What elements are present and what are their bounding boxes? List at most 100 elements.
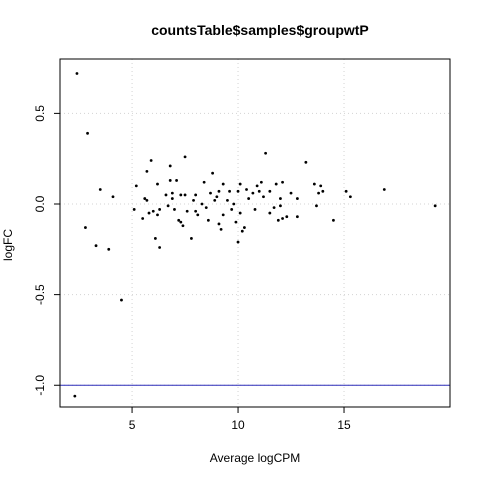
data-point-67 — [245, 188, 248, 191]
data-point-94 — [321, 189, 325, 193]
data-point-8 — [120, 298, 123, 302]
data-point-10 — [134, 184, 138, 188]
data-point-95 — [332, 218, 335, 222]
data-point-54 — [221, 182, 225, 186]
data-point-12 — [143, 197, 147, 200]
data-point-15 — [147, 211, 151, 215]
y-tick-label-0: -1.0 — [33, 375, 47, 396]
data-point-89 — [304, 160, 308, 164]
data-point-68 — [247, 197, 251, 200]
x-tick-label-1: 10 — [231, 418, 245, 432]
data-point-27 — [170, 191, 174, 195]
data-point-9 — [132, 208, 136, 211]
data-point-76 — [268, 189, 272, 193]
data-point-63 — [238, 182, 242, 186]
data-point-75 — [264, 151, 267, 155]
data-point-55 — [221, 213, 225, 217]
plot-frame — [59, 58, 451, 408]
data-point-64 — [238, 211, 242, 215]
data-point-82 — [279, 204, 282, 208]
data-point-93 — [319, 184, 323, 188]
data-point-49 — [213, 198, 217, 202]
data-point-30 — [175, 179, 178, 182]
data-point-32 — [179, 193, 183, 197]
data-point-22 — [158, 246, 162, 249]
data-point-46 — [206, 218, 210, 222]
data-point-20 — [156, 182, 159, 186]
chart-title: countsTable$samples$groupwtP — [151, 22, 369, 38]
data-point-99 — [433, 204, 437, 208]
data-point-35 — [183, 155, 187, 159]
data-point-25 — [168, 164, 172, 168]
data-point-37 — [185, 209, 189, 213]
data-point-14 — [145, 169, 149, 173]
data-point-3 — [73, 394, 77, 398]
data-point-85 — [285, 215, 289, 219]
data-point-97 — [348, 195, 352, 199]
data-point-34 — [181, 224, 185, 228]
data-point-78 — [272, 206, 276, 210]
data-point-72 — [257, 189, 261, 193]
data-point-66 — [243, 226, 246, 229]
data-point-51 — [217, 222, 221, 226]
data-point-13 — [145, 198, 149, 202]
data-point-11 — [141, 217, 145, 220]
data-point-39 — [192, 198, 195, 202]
data-point-5 — [98, 188, 102, 191]
data-point-57 — [228, 189, 231, 193]
data-point-18 — [153, 237, 157, 240]
grid-layer — [60, 59, 450, 407]
data-point-16 — [149, 159, 153, 162]
data-point-33 — [179, 220, 183, 224]
data-point-40 — [194, 193, 198, 197]
y-tick-label-3: 0.5 — [33, 105, 47, 122]
points-layer — [73, 72, 437, 398]
data-point-50 — [215, 195, 219, 199]
data-point-36 — [183, 193, 187, 197]
data-point-53 — [219, 227, 223, 231]
data-point-96 — [344, 189, 348, 193]
data-point-24 — [166, 204, 170, 208]
data-point-21 — [158, 208, 162, 211]
data-point-71 — [255, 184, 259, 188]
data-point-56 — [226, 198, 229, 202]
data-point-4 — [94, 244, 98, 248]
data-point-86 — [289, 191, 293, 195]
data-point-43 — [200, 202, 204, 206]
data-point-23 — [164, 193, 168, 197]
data-point-60 — [234, 220, 238, 224]
y-tick-label-2: 0.0 — [33, 195, 47, 212]
data-point-84 — [281, 180, 284, 184]
data-point-74 — [262, 195, 265, 199]
data-point-59 — [232, 202, 236, 206]
y-axis-label: logFC — [1, 229, 15, 261]
data-point-79 — [274, 182, 278, 186]
data-point-38 — [190, 237, 193, 240]
data-point-87 — [295, 215, 299, 219]
data-point-19 — [156, 213, 159, 217]
data-point-81 — [279, 197, 282, 200]
data-point-58 — [230, 208, 234, 211]
axes-layer: 5 10 15 -1.0 -0.5 0.0 0.5 — [33, 58, 451, 432]
data-point-29 — [173, 208, 176, 211]
data-point-69 — [251, 191, 255, 195]
data-point-44 — [202, 180, 206, 184]
x-tick-label-0: 5 — [129, 418, 136, 432]
data-point-47 — [209, 191, 212, 195]
data-point-98 — [382, 188, 386, 191]
data-point-48 — [211, 171, 215, 175]
data-point-7 — [111, 195, 115, 199]
data-point-73 — [259, 180, 263, 184]
data-point-90 — [312, 182, 316, 186]
data-point-31 — [177, 218, 181, 222]
data-point-77 — [268, 211, 272, 215]
data-point-26 — [168, 179, 172, 182]
data-point-2 — [84, 226, 87, 229]
data-point-70 — [253, 208, 257, 211]
data-point-80 — [276, 218, 280, 222]
data-point-0 — [75, 72, 79, 75]
data-point-6 — [107, 247, 111, 251]
x-tick-label-2: 15 — [337, 418, 351, 432]
y-tick-label-1: -0.5 — [33, 284, 47, 305]
